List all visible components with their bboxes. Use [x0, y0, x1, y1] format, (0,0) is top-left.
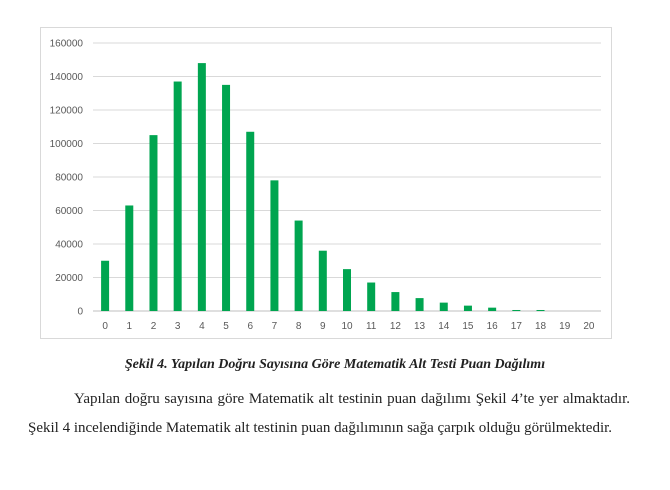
x-tick-label: 5 [223, 321, 229, 332]
bar [536, 309, 545, 311]
x-tick-label: 12 [390, 321, 402, 332]
bar [246, 131, 255, 311]
score-distribution-chart: 0 20000 40000 60000 80000 100000 120000 140000 1… [40, 27, 612, 339]
x-tick-label: 17 [511, 321, 523, 332]
y-tick-label: 80000 [55, 173, 83, 184]
x-tick-label: 15 [462, 321, 474, 332]
bar [367, 282, 376, 311]
x-tick-label: 3 [175, 321, 181, 332]
x-tick-label: 4 [199, 321, 205, 332]
x-tick-label: 10 [341, 321, 353, 332]
x-tick-label: 11 [366, 321, 377, 332]
y-tick-label: 140000 [50, 72, 84, 83]
x-tick-label: 19 [559, 321, 571, 332]
x-tick-label: 14 [438, 321, 450, 332]
chart-svg: 0 20000 40000 60000 80000 100000 120000 140000 1… [50, 39, 601, 332]
bar [488, 307, 497, 311]
bar [439, 302, 448, 311]
bar [294, 220, 303, 311]
body-paragraph: Yapılan doğru sayısına göre Matematik al… [28, 391, 630, 436]
bar [197, 63, 206, 311]
bar [391, 292, 400, 311]
bar [343, 269, 351, 311]
y-tick-label: 160000 [50, 39, 84, 50]
bar [125, 205, 134, 311]
x-tick-label: 13 [414, 321, 426, 332]
y-tick-label: 120000 [50, 106, 84, 117]
x-tick-label: 18 [535, 321, 547, 332]
figure-caption: Şekil 4. Yapılan Doğru Sayısına Göre Mat… [124, 357, 546, 372]
bar [222, 84, 231, 311]
x-tick-label: 8 [296, 321, 302, 332]
y-tick-label: 20000 [55, 273, 83, 284]
bar [173, 81, 182, 312]
x-tick-label: 7 [272, 321, 278, 332]
x-tick-label: 6 [247, 321, 253, 332]
bar [101, 260, 110, 311]
bar [149, 135, 158, 311]
x-tick-label: 16 [487, 321, 499, 332]
y-tick-label: 100000 [50, 139, 84, 150]
x-tick-label: 20 [583, 321, 595, 332]
bar [512, 309, 521, 311]
y-tick-label: 60000 [55, 206, 83, 217]
x-tick-label: 1 [127, 321, 133, 332]
bar [270, 180, 279, 311]
bar [415, 298, 424, 311]
bar [318, 250, 327, 311]
x-tick-label: 0 [102, 321, 108, 332]
y-tick-label: 40000 [55, 240, 83, 251]
x-tick-label: 2 [151, 321, 157, 332]
x-tick-label: 9 [320, 321, 326, 332]
y-tick-label: 0 [77, 307, 83, 318]
bar [463, 305, 472, 311]
